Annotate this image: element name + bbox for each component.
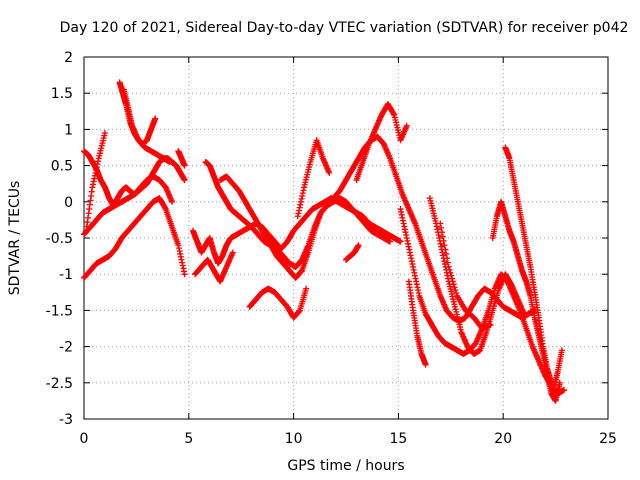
data-point [521,311,528,318]
data-point [152,115,159,122]
data-point [438,229,445,236]
y-tick-labels: -3 -2.5 -2 -1.5 -1 -0.5 0 0.5 1 1.5 2 [46,50,73,428]
data-point [487,321,494,328]
x-tick-label: 10 [285,431,303,447]
axis-ticks [83,56,609,420]
data-point [438,224,445,231]
data-point [166,158,173,165]
series-points [192,249,236,285]
data-point [444,255,451,262]
data-point [303,285,310,292]
data-point [440,237,447,244]
data-point [445,263,452,270]
y-tick-label: 1.5 [51,86,73,102]
data-point [437,220,444,227]
series-points [246,285,310,321]
series-points [437,220,494,332]
series-points [81,195,188,281]
data-point [447,269,454,276]
data-point [451,284,458,291]
data-point [439,233,446,240]
y-tick-label: 2 [64,50,73,66]
series-points [175,148,188,169]
series-points [81,173,176,238]
data-points [81,79,567,404]
data-point [441,242,448,249]
series-points [550,347,565,394]
data-point [403,122,410,129]
data-point [448,272,455,279]
y-tick-label: 1 [64,122,73,138]
data-point [181,162,188,169]
data-point [181,271,188,278]
data-point [558,347,565,354]
series-points [120,86,173,165]
series-points [343,242,362,263]
series-points [202,158,394,281]
data-point [449,275,456,282]
data-point [560,387,567,394]
series-points [397,206,567,397]
data-point [453,290,460,297]
y-tick-label: 0 [64,195,73,211]
data-point [443,250,450,257]
y-tick-label: -3 [59,412,73,428]
data-point [326,169,333,176]
data-point [101,130,108,137]
data-point [397,238,404,245]
series-points [217,133,538,325]
data-point [444,259,451,266]
x-tick-label: 15 [389,431,407,447]
data-point [452,287,459,294]
x-tick-label: 25 [599,431,617,447]
series-points [426,195,528,357]
x-tick-label: 0 [80,431,89,447]
data-point [422,361,429,368]
y-tick-label: -2 [59,340,73,356]
data-point [169,198,176,205]
y-tick-label: -1.5 [46,303,73,319]
y-tick-label: 0.5 [51,159,73,175]
series-points [502,144,555,386]
x-axis-title: GPS time / hours [287,458,404,474]
gridlines [84,57,608,419]
data-point [442,246,449,253]
data-point [387,238,394,245]
data-point [355,242,362,249]
x-tick-label: 20 [494,431,512,447]
y-tick-label: -2.5 [46,376,73,392]
y-axis-title: SDTVAR / TECUs [7,181,23,296]
x-tick-labels: 0 5 10 15 20 25 [80,431,617,447]
data-point [181,177,188,184]
series-points [353,101,410,184]
series-points [294,137,333,220]
series-points [405,278,429,368]
x-tick-label: 5 [184,431,193,447]
data-point [229,249,236,256]
y-tick-label: -0.5 [46,231,73,247]
chart-title: Day 120 of 2021, Sidereal Day-to-day VTE… [60,20,629,36]
data-point [446,266,453,273]
series-points [83,130,108,234]
y-tick-label: -1 [59,267,73,283]
plot-frame [83,56,609,420]
data-point [449,278,456,285]
data-point [450,281,457,288]
